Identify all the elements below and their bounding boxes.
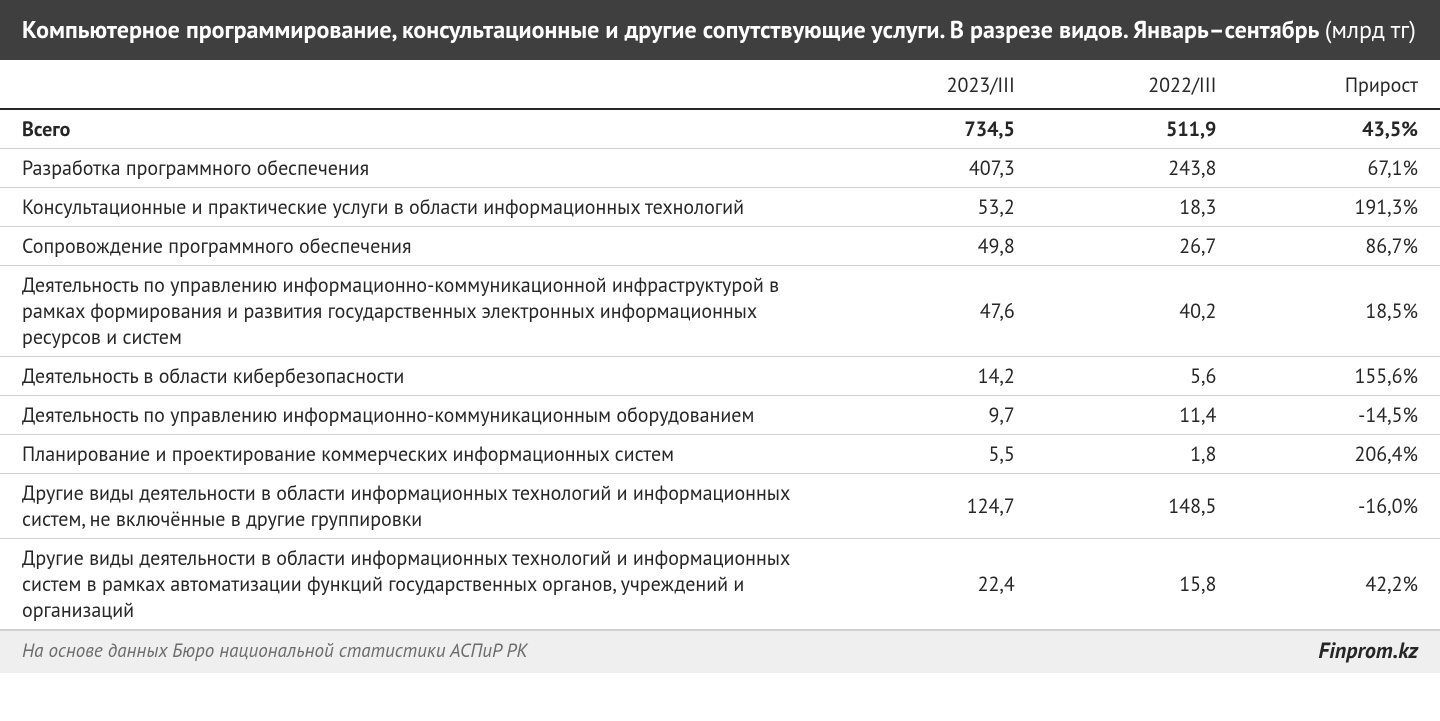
- table-row: Деятельность по управлению информационно…: [0, 266, 1440, 357]
- data-table: 2023/III 2022/III Прирост Всего 734,5 51…: [0, 60, 1440, 630]
- row-2023: 47,6: [835, 266, 1037, 357]
- row-2023: 22,4: [835, 539, 1037, 630]
- row-growth: 18,5%: [1238, 266, 1440, 357]
- row-2022: 148,5: [1037, 474, 1239, 539]
- col-header-growth: Прирост: [1238, 60, 1440, 109]
- total-label: Всего: [0, 109, 835, 149]
- col-header-label: [0, 60, 835, 109]
- footer-brand: Finprom.kz: [1318, 637, 1418, 665]
- row-label: Деятельность в области кибербезопасности: [0, 357, 835, 396]
- row-2023: 407,3: [835, 149, 1037, 188]
- table-head: 2023/III 2022/III Прирост: [0, 60, 1440, 109]
- title-unit: (млрд тг): [1325, 14, 1416, 45]
- row-label: Разработка программного обеспечения: [0, 149, 835, 188]
- row-2022: 1,8: [1037, 435, 1239, 474]
- row-label: Консультационные и практические услуги в…: [0, 188, 835, 227]
- row-2023: 124,7: [835, 474, 1037, 539]
- col-header-2022: 2022/III: [1037, 60, 1239, 109]
- table-row: Консультационные и практические услуги в…: [0, 188, 1440, 227]
- row-2023: 9,7: [835, 396, 1037, 435]
- footer-source: На основе данных Бюро национальной стати…: [22, 639, 527, 663]
- row-growth: 191,3%: [1238, 188, 1440, 227]
- col-header-2023: 2023/III: [835, 60, 1037, 109]
- row-2022: 15,8: [1037, 539, 1239, 630]
- title-bar: Компьютерное программирование, консульта…: [0, 0, 1440, 60]
- total-2023: 734,5: [835, 109, 1037, 149]
- report-container: Компьютерное программирование, консульта…: [0, 0, 1440, 673]
- row-2022: 243,8: [1037, 149, 1239, 188]
- footer-bar: На основе данных Бюро национальной стати…: [0, 630, 1440, 673]
- total-row: Всего 734,5 511,9 43,5%: [0, 109, 1440, 149]
- row-growth: -14,5%: [1238, 396, 1440, 435]
- table-row: Другие виды деятельности в области инфор…: [0, 474, 1440, 539]
- table-body: Всего 734,5 511,9 43,5% Разработка прогр…: [0, 109, 1440, 630]
- title-main: Компьютерное программирование, консульта…: [22, 14, 1325, 45]
- row-2022: 5,6: [1037, 357, 1239, 396]
- row-growth: -16,0%: [1238, 474, 1440, 539]
- row-growth: 206,4%: [1238, 435, 1440, 474]
- row-label: Планирование и проектирование коммерческ…: [0, 435, 835, 474]
- table-row: Сопровождение программного обеспечения49…: [0, 227, 1440, 266]
- row-growth: 42,2%: [1238, 539, 1440, 630]
- row-2022: 26,7: [1037, 227, 1239, 266]
- row-growth: 67,1%: [1238, 149, 1440, 188]
- table-row: Деятельность по управлению информационно…: [0, 396, 1440, 435]
- row-2023: 53,2: [835, 188, 1037, 227]
- table-row: Планирование и проектирование коммерческ…: [0, 435, 1440, 474]
- table-row: Другие виды деятельности в области инфор…: [0, 539, 1440, 630]
- row-2023: 5,5: [835, 435, 1037, 474]
- row-2022: 18,3: [1037, 188, 1239, 227]
- total-growth: 43,5%: [1238, 109, 1440, 149]
- row-label: Другие виды деятельности в области инфор…: [0, 474, 835, 539]
- table-row: Разработка программного обеспечения407,3…: [0, 149, 1440, 188]
- row-2023: 14,2: [835, 357, 1037, 396]
- row-label: Деятельность по управлению информационно…: [0, 266, 835, 357]
- row-growth: 155,6%: [1238, 357, 1440, 396]
- total-2022: 511,9: [1037, 109, 1239, 149]
- table-row: Деятельность в области кибербезопасности…: [0, 357, 1440, 396]
- row-2022: 11,4: [1037, 396, 1239, 435]
- row-2022: 40,2: [1037, 266, 1239, 357]
- row-growth: 86,7%: [1238, 227, 1440, 266]
- row-label: Другие виды деятельности в области инфор…: [0, 539, 835, 630]
- row-label: Сопровождение программного обеспечения: [0, 227, 835, 266]
- row-label: Деятельность по управлению информационно…: [0, 396, 835, 435]
- row-2023: 49,8: [835, 227, 1037, 266]
